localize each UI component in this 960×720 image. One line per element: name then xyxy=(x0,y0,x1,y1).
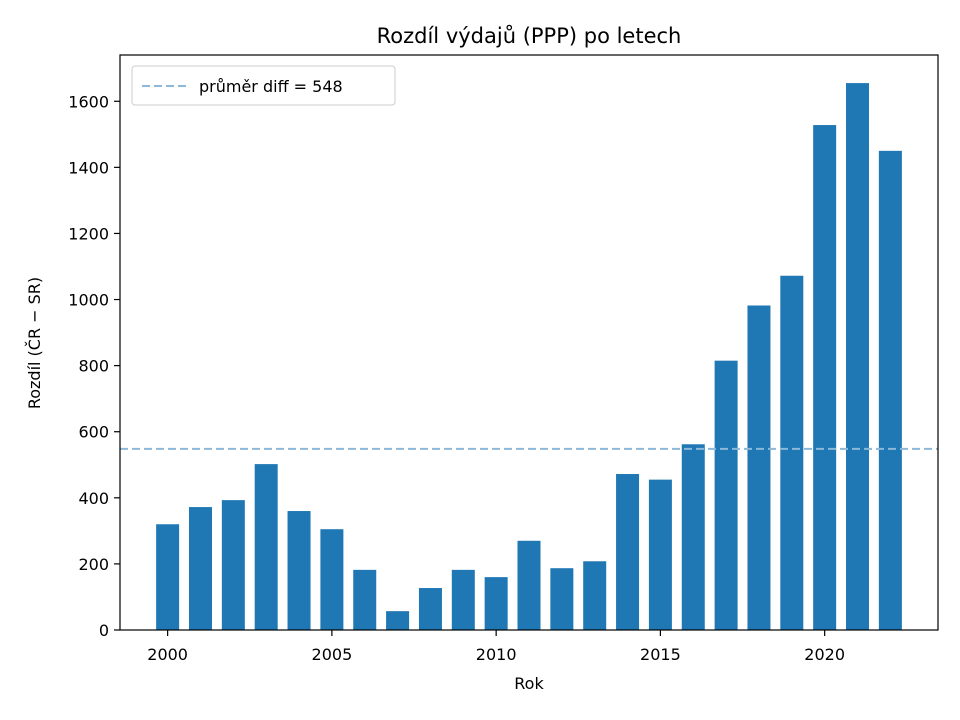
bar-2020 xyxy=(813,125,837,631)
bar-2008 xyxy=(418,588,442,630)
y-tick-label: 400 xyxy=(78,489,109,508)
bar-2017 xyxy=(714,360,738,630)
x-tick-label: 2005 xyxy=(312,645,353,664)
bar-2013 xyxy=(583,561,607,630)
bar-2015 xyxy=(648,479,672,630)
bar-2006 xyxy=(353,569,377,630)
chart-title: Rozdíl výdajů (PPP) po letech xyxy=(377,24,682,48)
bar-2002 xyxy=(221,500,245,630)
y-tick-label: 600 xyxy=(78,423,109,442)
bar-2014 xyxy=(616,474,640,630)
x-tick-label: 2010 xyxy=(476,645,517,664)
legend-box xyxy=(131,65,396,106)
x-axis: 2000 2005 2010 2015 2020 xyxy=(147,630,845,664)
bar-2021 xyxy=(846,83,870,630)
y-axis: 0 200 400 600 800 1000 1200 1400 1600 xyxy=(68,92,120,640)
plot-frame xyxy=(119,54,939,631)
y-tick-label: 1600 xyxy=(68,92,109,111)
y-axis-label: Rozdíl (ČR − SR) xyxy=(25,277,44,409)
bar-2010 xyxy=(484,577,508,630)
y-tick-label: 800 xyxy=(78,357,109,376)
bar-2001 xyxy=(188,507,212,630)
bar-2005 xyxy=(320,529,344,630)
bar-2018 xyxy=(747,305,771,630)
y-tick-label: 0 xyxy=(99,621,109,640)
bar-2009 xyxy=(451,569,475,630)
bar-2004 xyxy=(287,511,311,630)
y-tick-label: 1000 xyxy=(68,291,109,310)
plot-area xyxy=(120,83,938,631)
x-tick-label: 2000 xyxy=(147,645,188,664)
bar-2019 xyxy=(780,275,804,630)
bar-2016 xyxy=(681,444,705,630)
legend-label: průměr diff = 548 xyxy=(199,77,343,96)
y-tick-label: 1400 xyxy=(68,158,109,177)
y-tick-label: 200 xyxy=(78,555,109,574)
legend: průměr diff = 548 xyxy=(131,65,396,106)
bar-2007 xyxy=(386,611,410,630)
x-tick-label: 2015 xyxy=(640,645,681,664)
bar-2011 xyxy=(517,540,541,630)
x-tick-label: 2020 xyxy=(804,645,845,664)
x-axis-label: Rok xyxy=(514,674,544,693)
bar-2000 xyxy=(156,524,180,630)
bar-2003 xyxy=(254,464,278,630)
y-tick-label: 1200 xyxy=(68,224,109,243)
bar-2012 xyxy=(550,568,574,630)
bar-2022 xyxy=(878,150,902,631)
